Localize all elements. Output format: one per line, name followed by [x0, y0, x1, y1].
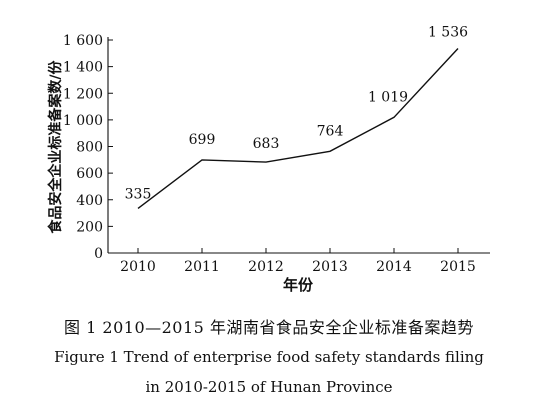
x-tick-label: 2011	[184, 259, 220, 275]
x-tick-label: 2010	[120, 259, 156, 275]
y-tick-label: 1 600	[63, 33, 103, 49]
y-tick-label: 400	[76, 193, 103, 209]
x-axis-ticks: 2010 2011 2012 2013 2014 2015	[120, 248, 476, 275]
data-label: 699	[189, 132, 216, 148]
y-tick-label: 200	[76, 219, 103, 235]
data-label: 683	[253, 136, 280, 152]
figure-caption-english-line1: Figure 1 Trend of enterprise food safety…	[54, 348, 484, 366]
y-tick-label: 0	[94, 246, 103, 262]
figure-caption-english-line2: in 2010-2015 of Hunan Province	[145, 378, 393, 396]
x-tick-label: 2013	[312, 259, 348, 275]
data-label: 1 019	[368, 89, 408, 105]
x-tick-label: 2012	[248, 259, 284, 275]
x-tick-label: 2015	[440, 259, 476, 275]
y-tick-label: 1 200	[63, 86, 103, 102]
data-label: 1 536	[428, 25, 468, 41]
y-tick-label: 600	[76, 166, 103, 182]
figure-caption-chinese: 图 1 2010—2015 年湖南省食品安全企业标准备案趋势	[64, 318, 474, 337]
series-line	[137, 48, 459, 209]
y-axis-title: 食品安全企业标准备案数/份	[47, 59, 64, 233]
data-labels: 335 699 683 764 1 019 1 536	[125, 25, 468, 203]
x-tick-label: 2014	[376, 259, 412, 275]
y-tick-label: 800	[76, 140, 103, 156]
y-tick-label: 1 400	[63, 60, 103, 76]
y-axis-ticks: 0 200 400 600 800 1 000 1 200 1 400 1 600	[63, 33, 113, 262]
y-tick-label: 1 000	[63, 113, 103, 129]
chart-axes	[107, 37, 490, 254]
data-label: 764	[317, 123, 344, 139]
data-label: 335	[125, 186, 152, 202]
x-axis-title: 年份	[283, 276, 314, 294]
